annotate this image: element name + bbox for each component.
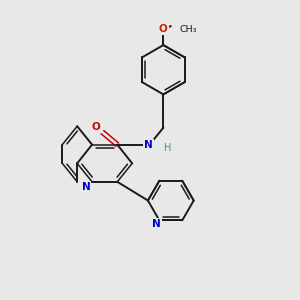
Text: N: N xyxy=(144,140,153,150)
Text: CH₃: CH₃ xyxy=(180,25,197,34)
Text: O: O xyxy=(159,24,168,34)
Text: N: N xyxy=(82,182,91,192)
Text: N: N xyxy=(152,219,161,229)
Text: H: H xyxy=(164,142,172,153)
Text: O: O xyxy=(92,122,100,132)
